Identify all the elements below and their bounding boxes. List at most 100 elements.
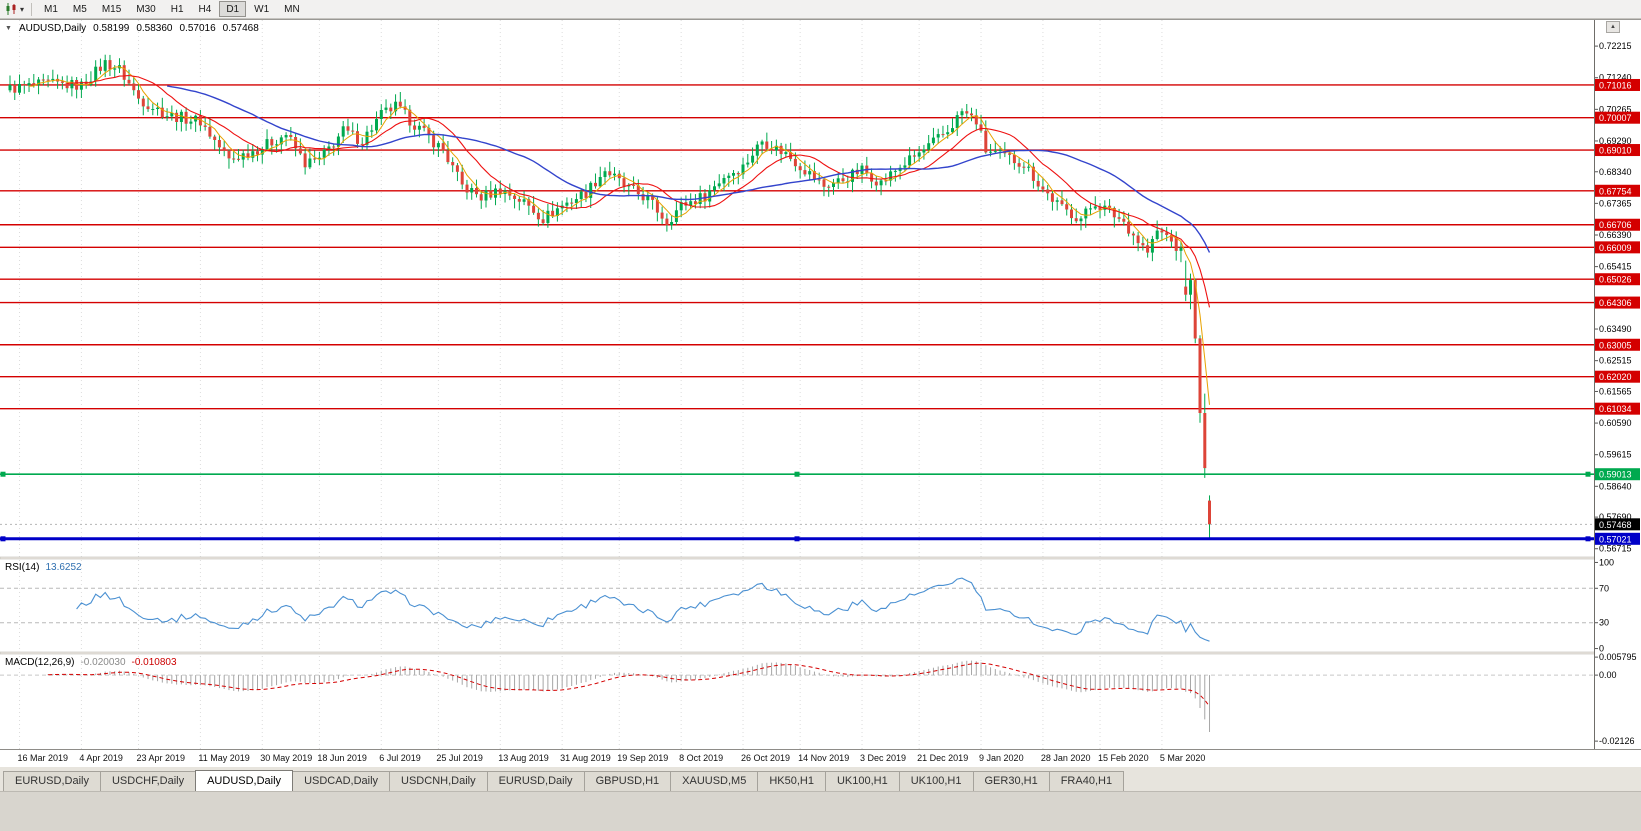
candle (179, 109, 183, 132)
panel-splitter[interactable] (0, 556, 1641, 560)
tab-uk100-h1[interactable]: UK100,H1 (824, 771, 900, 791)
timeframe-m15[interactable]: M15 (101, 4, 122, 15)
candle (436, 141, 440, 157)
candle (532, 196, 536, 215)
timeframe-m5[interactable]: M5 (72, 4, 87, 15)
date-label: 21 Dec 2019 (917, 753, 969, 763)
macd-tick: 0.005795 (1599, 652, 1637, 662)
candle (389, 103, 393, 119)
level-badge-0.70007-text: 0.70007 (1599, 113, 1632, 123)
tab-uk100-h1[interactable]: UK100,H1 (898, 771, 974, 791)
candle (1050, 190, 1054, 211)
candle (1131, 231, 1135, 246)
candle (451, 157, 455, 173)
candle (613, 167, 616, 181)
price-tick: 0.72215 (1599, 41, 1632, 51)
candle (41, 73, 45, 86)
candle (294, 133, 298, 157)
timeframe-h1[interactable]: H1 (170, 4, 184, 15)
candle (751, 147, 755, 167)
tab-gbpusd-h1[interactable]: GBPUSD,H1 (583, 771, 672, 791)
date-label: 30 May 2019 (260, 753, 313, 763)
timeframe-mn[interactable]: MN (284, 4, 300, 15)
candle (727, 172, 731, 187)
date-label: 4 Apr 2019 (79, 753, 123, 763)
price-tick: 0.68340 (1599, 167, 1632, 177)
candle (8, 75, 12, 93)
timeframe-m30[interactable]: M30 (136, 4, 156, 15)
candle (1203, 393, 1207, 478)
price-axis[interactable] (1595, 20, 1641, 749)
rsi-tick: 70 (1599, 583, 1609, 593)
tab-ger30-h1[interactable]: GER30,H1 (972, 771, 1050, 791)
candle (327, 141, 331, 156)
date-label: 8 Oct 2019 (679, 753, 724, 763)
candle (765, 132, 769, 152)
candle (475, 179, 478, 198)
line-handle[interactable] (0, 471, 6, 477)
level-badge-0.64306-text: 0.64306 (1599, 298, 1632, 308)
candle (741, 157, 745, 180)
time-axis[interactable]: 16 Mar 2019 4 Apr 2019 23 Apr 2019 11 May 2… (0, 749, 1641, 767)
candle (18, 74, 21, 95)
candle (375, 111, 378, 135)
tab-fra40-h1[interactable]: FRA40,H1 (1048, 771, 1125, 791)
candle (1184, 260, 1188, 302)
candle (603, 167, 607, 185)
candle (65, 75, 69, 93)
candle (1193, 278, 1197, 344)
panel-splitter[interactable] (0, 651, 1641, 655)
timeframe-m1[interactable]: M1 (44, 4, 58, 15)
tab-usdchf-daily[interactable]: USDCHF,Daily (99, 771, 197, 791)
candle (536, 208, 540, 227)
candle (160, 97, 164, 120)
chart-canvas[interactable]: 0.72215 0.71240 0.70265 0.69290 0.68340 0.673… (0, 20, 1641, 749)
candle (598, 166, 602, 188)
candle (217, 134, 221, 154)
candle (198, 109, 202, 132)
chart-scroll-up-button[interactable]: ▲ (1606, 21, 1620, 33)
tab-eurusd-daily[interactable]: EURUSD,Daily (3, 771, 101, 791)
candle (1141, 236, 1145, 251)
timeframe-d1[interactable]: D1 (219, 1, 247, 17)
candle (341, 121, 345, 143)
chart-window[interactable]: 0.72215 0.71240 0.70265 0.69290 0.68340 0.673… (0, 19, 1641, 767)
timeframe-h4[interactable]: H4 (198, 4, 212, 15)
timeframe-w1[interactable]: W1 (254, 4, 270, 15)
candle (936, 128, 940, 144)
tab-xauusd-m5[interactable]: XAUUSD,M5 (670, 771, 759, 791)
candle (79, 78, 83, 98)
ma-mid-line (67, 74, 1211, 308)
chart-tabs-bar: EURUSD,Daily USDCHF,Daily AUDUSD,Daily USDC… (0, 766, 1641, 791)
level-badge-0.66706 (1595, 218, 1640, 231)
line-handle[interactable] (1585, 471, 1591, 477)
candle (227, 149, 231, 169)
candle (884, 173, 888, 186)
level-badge-0.66009-text: 0.66009 (1599, 243, 1632, 253)
line-handle[interactable] (794, 471, 800, 477)
tab-usdcnh-daily[interactable]: USDCNH,Daily (389, 771, 488, 791)
tab-eurusd-daily[interactable]: EURUSD,Daily (486, 771, 585, 791)
tab-usdcad-daily[interactable]: USDCAD,Daily (292, 771, 391, 791)
chart-type-icon[interactable] (4, 2, 20, 16)
date-label: 26 Oct 2019 (741, 753, 791, 763)
line-handle[interactable] (794, 536, 800, 542)
level-badge-0.61034 (1595, 402, 1640, 415)
candle (479, 190, 483, 209)
candle (660, 206, 664, 225)
tab-audusd-daily[interactable]: AUDUSD,Daily (195, 770, 294, 791)
candle (132, 77, 136, 96)
date-label: 15 Feb 2020 (1098, 753, 1149, 763)
line-handle[interactable] (0, 536, 6, 542)
ma-slow-line (166, 85, 1211, 253)
line-handle[interactable] (1585, 536, 1591, 542)
candle (960, 108, 964, 124)
level-badge-0.67754-text: 0.67754 (1599, 186, 1632, 196)
chart-type-dropdown-caret-icon[interactable]: ▾ (20, 4, 25, 14)
candle (822, 177, 826, 197)
date-label: 23 Apr 2019 (136, 753, 186, 763)
candle (1017, 158, 1021, 174)
tab-hk50-h1[interactable]: HK50,H1 (757, 771, 826, 791)
candle (27, 78, 31, 92)
level-badge-0.62020 (1595, 370, 1640, 383)
